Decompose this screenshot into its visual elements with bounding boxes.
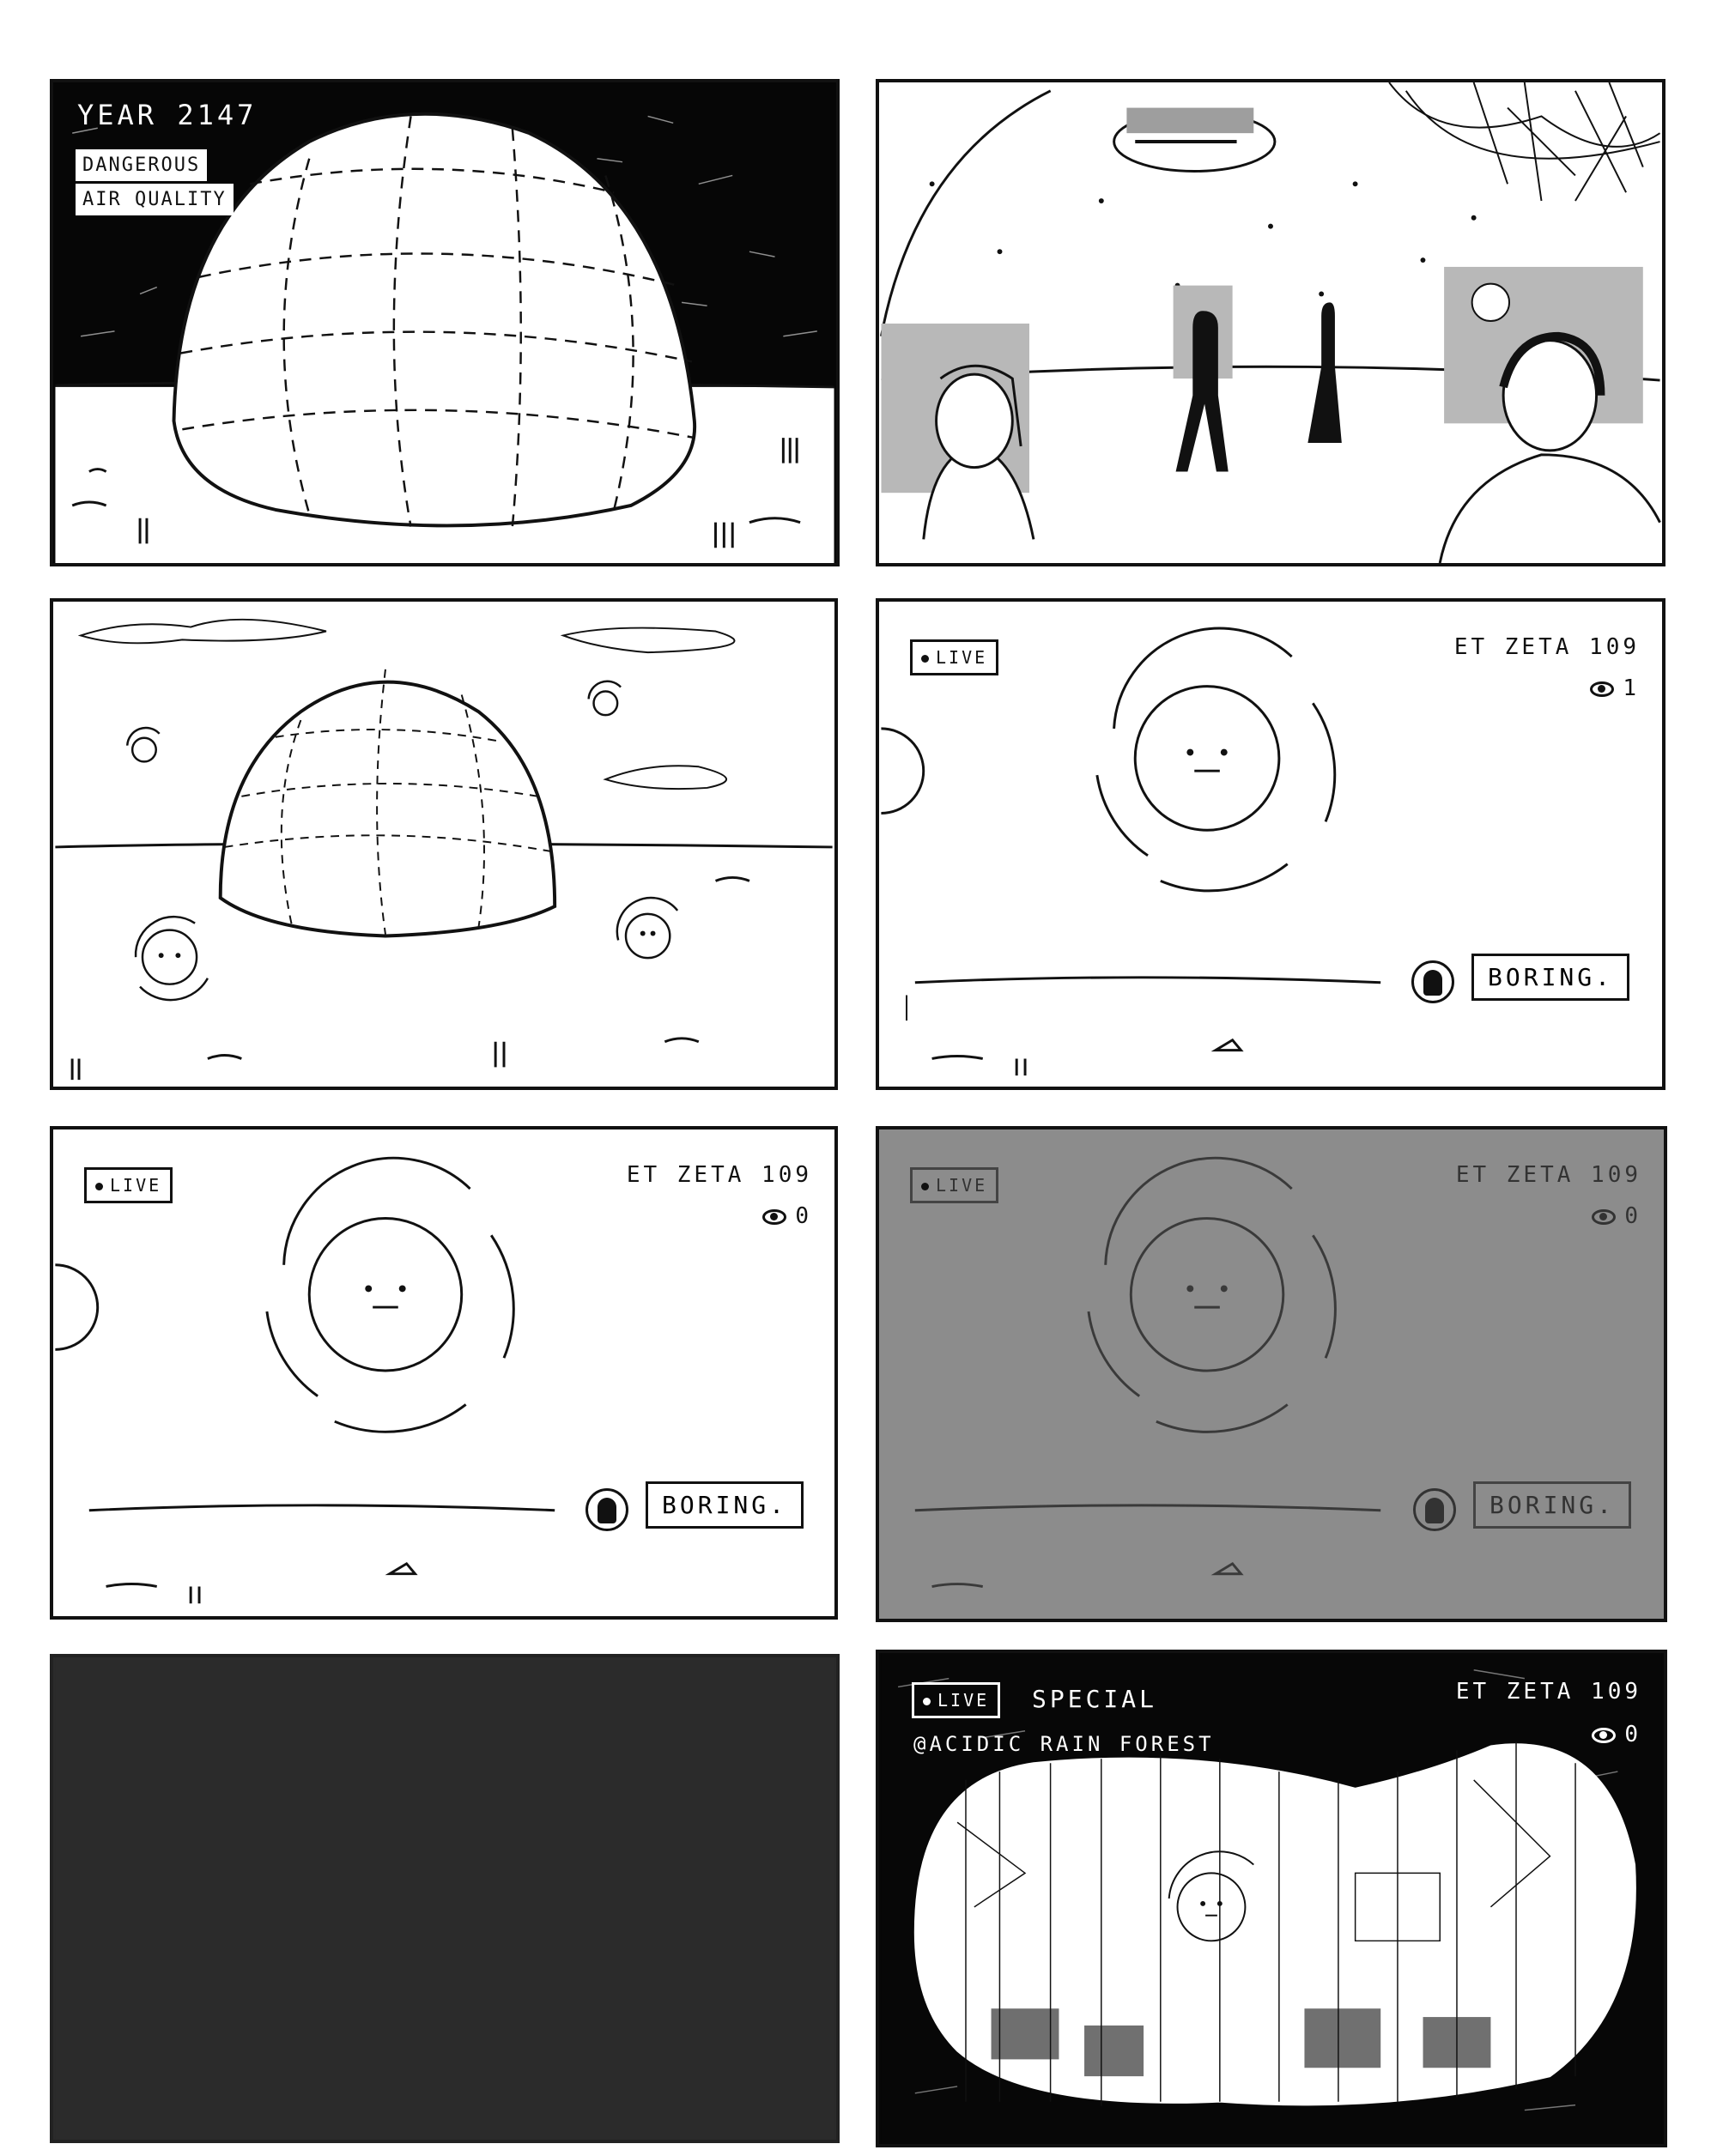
dome-day-illustration bbox=[55, 618, 833, 1081]
panel-livestream-1: LIVE ET ZETA 109 1 BORING. bbox=[876, 598, 1665, 1090]
panel-dome-day bbox=[50, 598, 838, 1090]
special-label: SPECIAL bbox=[1032, 1685, 1158, 1713]
chat-comment: BORING. bbox=[1471, 954, 1630, 1001]
panel-inside-dome bbox=[876, 79, 1665, 566]
panel-livestream-0: LIVE ET ZETA 109 0 BORING. bbox=[50, 1126, 838, 1620]
fading-screen-illustration bbox=[881, 1129, 1662, 1619]
live-dot-icon bbox=[95, 1183, 103, 1190]
commenter-avatar bbox=[1413, 1488, 1456, 1531]
eye-icon bbox=[1592, 1208, 1617, 1225]
commenter-avatar bbox=[585, 1488, 628, 1531]
viewer-counter: 0 bbox=[1592, 1205, 1641, 1227]
livestream-creature-illustration bbox=[55, 1156, 555, 1604]
live-badge: LIVE bbox=[910, 639, 999, 675]
channel-name: ET ZETA 109 bbox=[626, 1162, 812, 1188]
warning-label-line2: AIR QUALITY bbox=[76, 184, 234, 215]
eye-icon bbox=[1592, 1727, 1617, 1743]
eye-icon bbox=[1590, 681, 1615, 697]
panel-blank-static bbox=[50, 1654, 840, 2143]
warning-label-line1: DANGEROUS bbox=[76, 149, 208, 181]
chat-comment: BORING. bbox=[1473, 1481, 1632, 1529]
viewer-counter: 1 bbox=[1590, 677, 1640, 699]
eye-icon bbox=[762, 1208, 787, 1225]
year-caption: YEAR 2147 bbox=[77, 99, 258, 131]
livestream-creature-illustration bbox=[881, 627, 1381, 1076]
live-badge: LIVE bbox=[912, 1682, 1001, 1718]
channel-name: ET ZETA 109 bbox=[1455, 1162, 1641, 1188]
panel-livestream-fading: LIVE ET ZETA 109 0 BORING. bbox=[876, 1126, 1667, 1622]
inside-dome-illustration bbox=[880, 82, 1661, 563]
live-dot-icon bbox=[921, 655, 929, 663]
channel-name: ET ZETA 109 bbox=[1453, 634, 1640, 660]
commenter-avatar bbox=[1411, 960, 1454, 1003]
live-dot-icon bbox=[923, 1698, 931, 1705]
panel-special-live: LIVE SPECIAL @ACIDIC RAIN FOREST ET ZETA… bbox=[876, 1650, 1667, 2147]
panel-dome-night: YEAR 2147 DANGEROUS AIR QUALITY bbox=[50, 79, 840, 566]
channel-name: ET ZETA 109 bbox=[1455, 1679, 1641, 1705]
live-badge: LIVE bbox=[84, 1167, 173, 1203]
acidic-rain-forest-illustration bbox=[881, 1653, 1662, 2144]
location-label: @ACIDIC RAIN FOREST bbox=[913, 1732, 1215, 1756]
viewer-counter: 0 bbox=[1592, 1723, 1641, 1746]
viewer-counter: 0 bbox=[762, 1205, 812, 1227]
live-badge: LIVE bbox=[910, 1167, 999, 1203]
live-dot-icon bbox=[921, 1183, 929, 1190]
dome-night-illustration bbox=[55, 82, 834, 563]
static-noise bbox=[55, 1657, 834, 2140]
chat-comment: BORING. bbox=[646, 1481, 804, 1529]
